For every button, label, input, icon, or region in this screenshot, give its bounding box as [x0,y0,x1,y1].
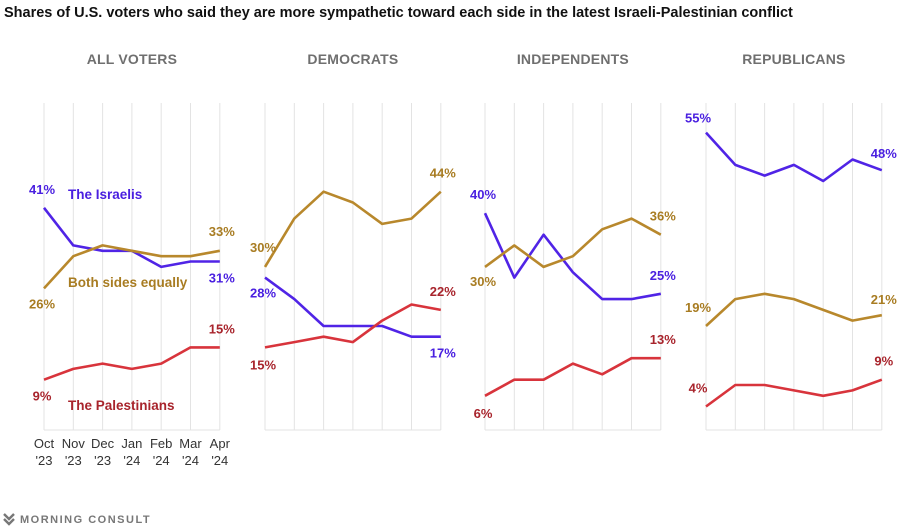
footer-logo: MORNING CONSULT [3,513,151,526]
x-tick-year: '23 [65,453,82,468]
data-label-start: 19% [685,300,711,315]
morning-consult-logo-icon [3,513,15,526]
panel-header: DEMOCRATS [307,51,398,67]
x-tick-month: Oct [34,436,55,451]
data-label-end: 21% [871,292,897,307]
x-tick-year: '24 [123,453,140,468]
panel-header: REPUBLICANS [742,51,845,67]
x-tick-month: Dec [91,436,115,451]
data-label-start: 4% [689,381,708,396]
data-label-start: 30% [250,240,276,255]
data-label-end: 17% [430,346,456,361]
x-tick-year: '23 [94,453,111,468]
data-label-end: 25% [650,268,676,283]
data-label-end: 36% [650,209,676,224]
data-label-start: 41% [29,182,55,197]
x-tick-month: Feb [150,436,172,451]
data-label-start: 40% [470,187,496,202]
brand-name: MORNING CONSULT [20,514,151,526]
x-tick-year: '23 [36,453,53,468]
series-label: The Palestinians [68,398,175,413]
x-tick-month: Jan [121,436,142,451]
x-tick-year: '24 [153,453,170,468]
data-label-end: 9% [874,354,893,369]
series-label: The Israelis [68,187,142,202]
data-label-end: 48% [871,146,897,161]
data-label-start: 30% [470,274,496,289]
data-label-start: 6% [474,406,493,421]
series-label: Both sides equally [68,275,188,290]
x-tick-month: Nov [62,436,86,451]
data-label-end: 33% [209,224,235,239]
data-label-end: 44% [430,166,456,181]
data-label-start: 28% [250,286,276,301]
data-label-end: 22% [430,284,456,299]
x-tick-year: '24 [182,453,199,468]
chart-title: Shares of U.S. voters who said they are … [4,5,793,21]
x-tick-month: Apr [210,436,231,451]
data-label-start: 15% [250,357,276,372]
x-tick-month: Mar [179,436,202,451]
data-label-start: 55% [685,111,711,126]
data-label-start: 9% [33,389,52,404]
data-label-end: 31% [209,271,235,286]
data-label-start: 26% [29,296,55,311]
data-label-end: 15% [209,321,235,336]
panel-header: ALL VOTERS [87,51,177,67]
data-label-end: 13% [650,332,676,347]
x-tick-year: '24 [211,453,228,468]
panel-header: INDEPENDENTS [517,51,629,67]
